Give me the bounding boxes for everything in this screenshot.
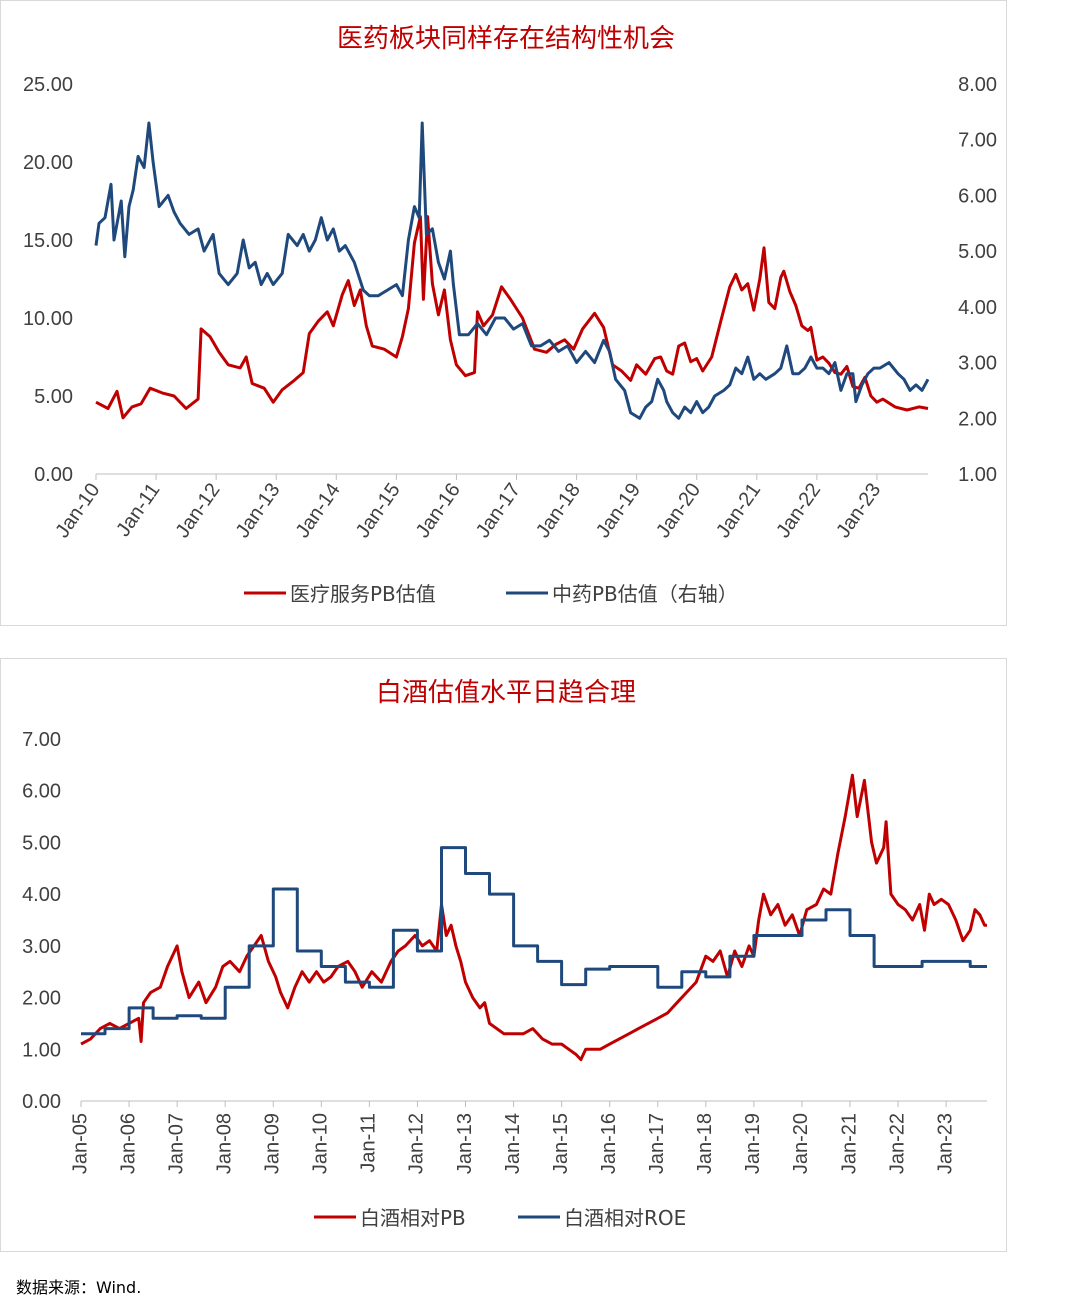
x-tick-label: Jan-14	[292, 479, 345, 542]
x-tick-label: Jan-13	[454, 1113, 476, 1174]
y-tick-label-left: 5.00	[34, 386, 73, 408]
x-tick-label: Jan-18	[532, 479, 585, 542]
x-tick-label: Jan-06	[117, 1113, 139, 1174]
series-line-2	[81, 846, 987, 1036]
y-tick-label-right: 4.00	[958, 297, 997, 319]
x-tick-label: Jan-11	[112, 479, 164, 540]
y-tick-label-left: 3.00	[22, 936, 61, 958]
y-tick-label-left: 20.00	[23, 152, 73, 174]
y-tick-label-left: 15.00	[23, 230, 73, 252]
x-tick-label: Jan-17	[472, 479, 525, 542]
y-tick-label-right: 2.00	[958, 408, 997, 430]
x-tick-label: Jan-22	[772, 479, 825, 542]
x-tick-label: Jan-17	[646, 1113, 668, 1174]
legend-label: 医疗服务PB估值	[290, 582, 436, 606]
x-tick-label: Jan-13	[232, 479, 285, 542]
y-tick-label-right: 1.00	[958, 464, 997, 486]
y-tick-label-left: 4.00	[22, 884, 61, 906]
y-tick-label-right: 5.00	[958, 241, 997, 263]
x-tick-label: Jan-23	[832, 479, 885, 542]
y-tick-label-left: 7.00	[22, 729, 61, 751]
legend-label: 白酒相对ROE	[564, 1206, 686, 1230]
x-tick-label: Jan-21	[838, 1113, 860, 1174]
chart-title: 白酒估值水平日趋合理	[376, 678, 636, 708]
legend-label: 中药PB估值（右轴）	[552, 582, 738, 606]
x-tick-label: Jan-10	[310, 1113, 332, 1174]
x-tick-label: Jan-16	[412, 479, 465, 542]
x-tick-label: Jan-11	[358, 1113, 380, 1173]
x-tick-label: Jan-23	[934, 1113, 956, 1174]
y-tick-label-right: 6.00	[958, 185, 997, 207]
x-tick-label: Jan-05	[69, 1113, 91, 1174]
y-tick-label-right: 7.00	[958, 130, 997, 152]
y-tick-label-left: 0.00	[22, 1091, 61, 1113]
y-tick-label-left: 25.00	[23, 74, 73, 96]
y-tick-label-left: 6.00	[22, 781, 61, 803]
x-tick-label: Jan-15	[550, 1113, 572, 1174]
x-tick-label: Jan-12	[406, 1113, 428, 1174]
x-tick-label: Jan-20	[652, 479, 705, 542]
x-tick-label: Jan-14	[502, 1113, 524, 1174]
x-tick-label: Jan-20	[790, 1113, 812, 1174]
chart-panel-pharma: 医药板块同样存在结构性机会 0.00 5.00 10.00 15.00 20.00 25.…	[0, 0, 1007, 626]
series-line-1	[80, 773, 987, 1062]
legend-label: 白酒相对PB	[360, 1206, 466, 1230]
chart-panel-baijiu: 白酒估值水平日趋合理 0.00 1.00 2.00 3.00 4.00 5.00 6.00 7…	[0, 658, 1007, 1252]
chart-title: 医药板块同样存在结构性机会	[337, 24, 675, 54]
x-tick-label: Jan-15	[352, 479, 405, 542]
x-tick-label: Jan-22	[886, 1113, 908, 1174]
series-line-1	[95, 215, 929, 420]
y-tick-label-left: 5.00	[22, 832, 61, 854]
x-tick-label: Jan-10	[51, 479, 104, 542]
pharma-pb-chart: 医药板块同样存在结构性机会 0.00 5.00 10.00 15.00 20.00 25.…	[23, 24, 997, 606]
x-tick-label: Jan-16	[598, 1113, 620, 1174]
baijiu-pb-chart: 白酒估值水平日趋合理 0.00 1.00 2.00 3.00 4.00 5.00 6.00 7…	[22, 678, 987, 1230]
x-tick-label: Jan-09	[262, 1113, 284, 1174]
y-tick-label-right: 8.00	[958, 74, 997, 96]
x-tick-label: Jan-19	[592, 479, 645, 542]
x-tick-label: Jan-07	[165, 1113, 187, 1174]
y-tick-label-left: 0.00	[34, 464, 73, 486]
x-tick-label: Jan-12	[171, 479, 224, 542]
x-tick-label: Jan-19	[742, 1113, 764, 1174]
y-tick-label-left: 10.00	[23, 308, 73, 330]
source-note: 数据来源：Wind.	[16, 1278, 142, 1297]
y-tick-label-left: 1.00	[22, 1039, 61, 1061]
x-tick-label: Jan-21	[712, 479, 765, 542]
x-tick-label: Jan-08	[213, 1113, 235, 1174]
x-tick-label: Jan-18	[694, 1113, 716, 1174]
y-tick-label-left: 2.00	[22, 988, 61, 1010]
y-tick-label-right: 3.00	[958, 353, 997, 375]
series-line-2	[94, 121, 930, 420]
